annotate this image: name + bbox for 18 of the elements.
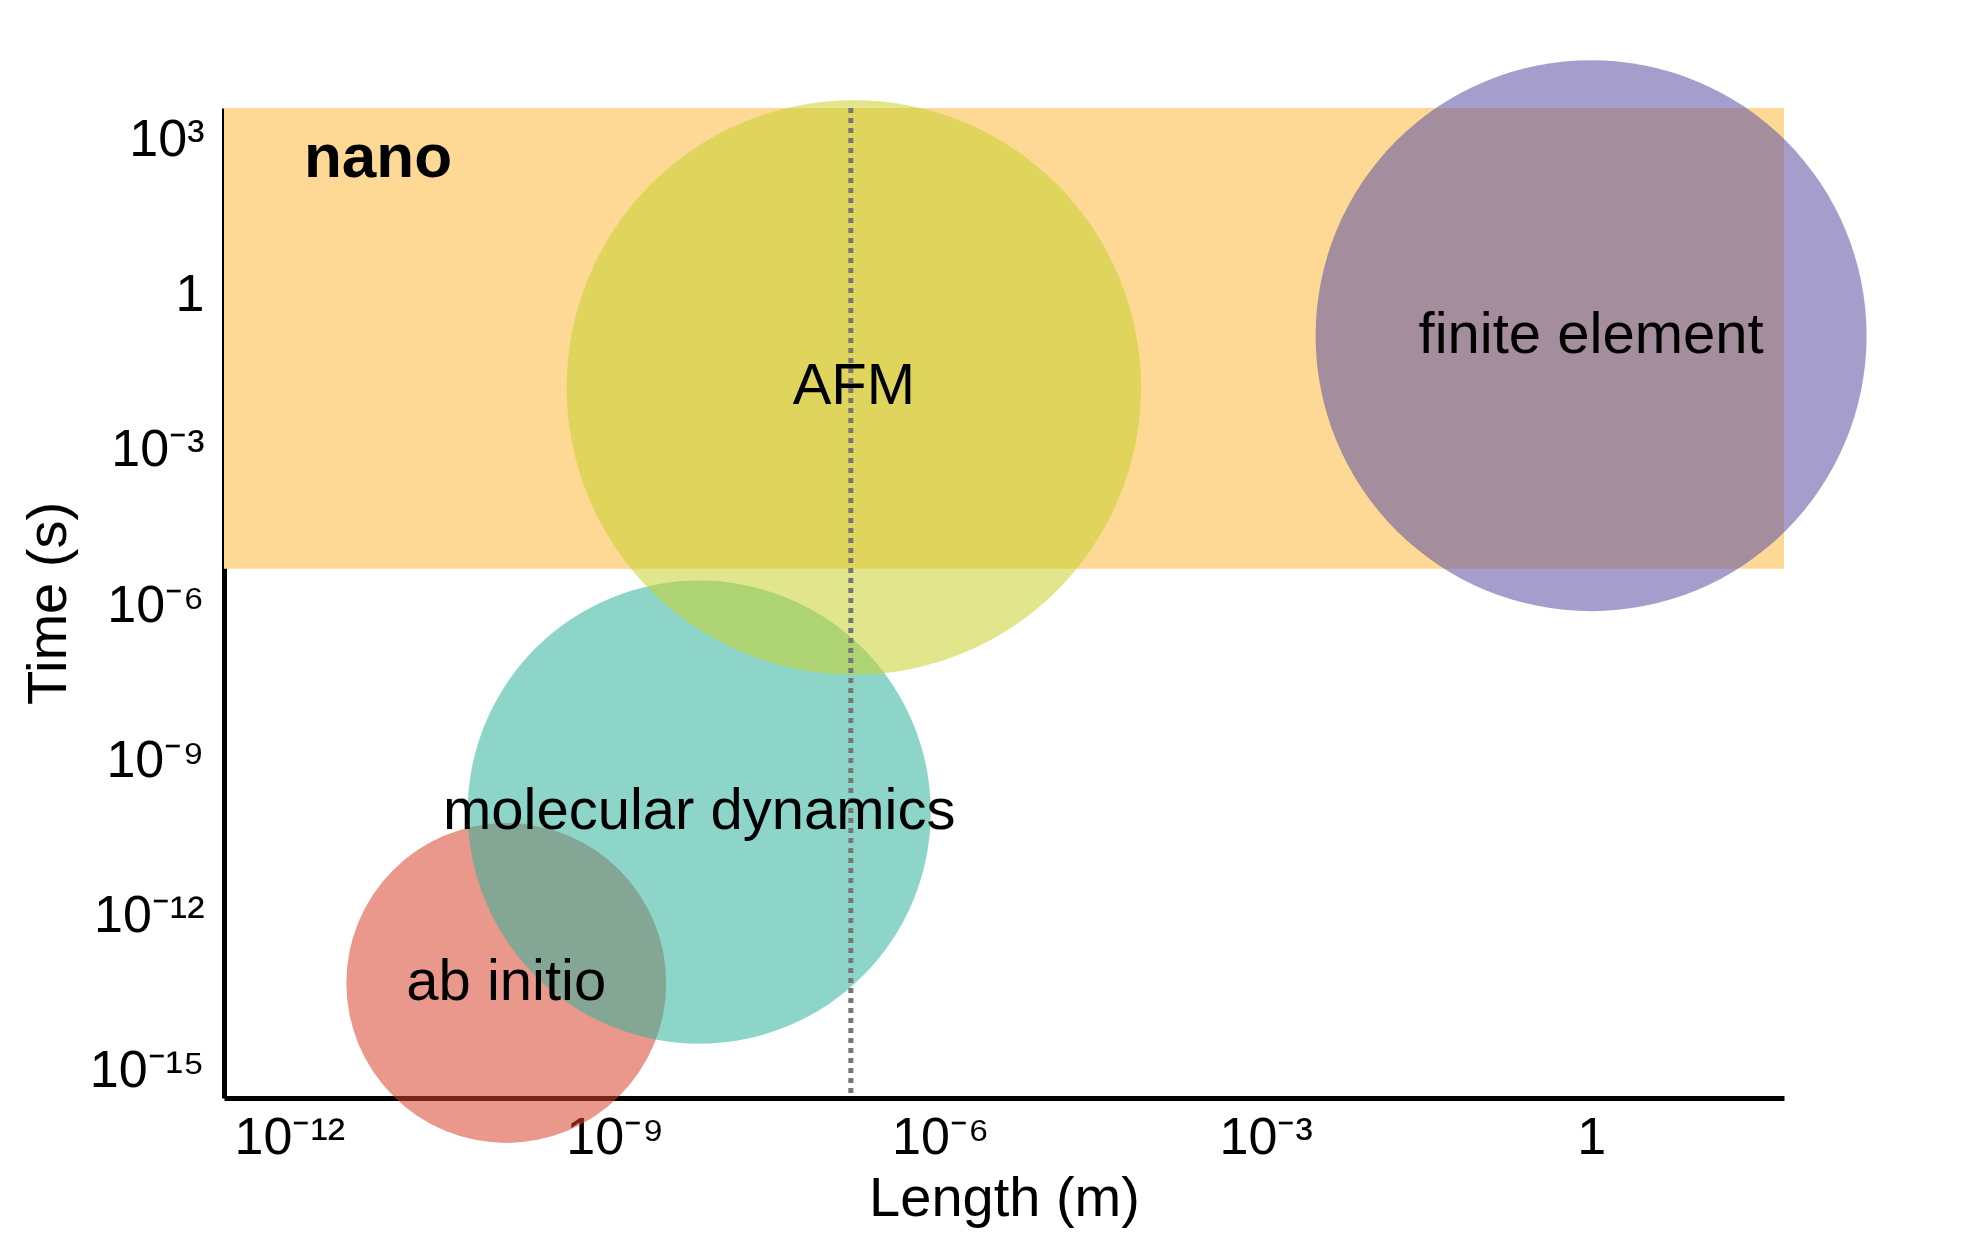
y-tick-label: 10⁻¹² xyxy=(94,885,205,944)
x-tick-label: 1 xyxy=(1577,1106,1607,1165)
y-tick-label: 1 xyxy=(175,263,205,322)
x-tick-label: 10⁻¹² xyxy=(234,1106,346,1165)
band-label: nano xyxy=(304,121,453,190)
series-label: finite element xyxy=(1418,299,1764,365)
y-tick-label: 10³ xyxy=(129,108,205,167)
series-label: molecular dynamics xyxy=(442,776,956,842)
x-tick-label: 10⁻³ xyxy=(1219,1106,1313,1165)
x-tick-label: 10⁻⁶ xyxy=(892,1106,990,1165)
series-label: AFM xyxy=(792,351,916,417)
y-axis-title: Time (s) xyxy=(14,501,78,706)
x-tick-label: 10⁻⁹ xyxy=(566,1106,665,1165)
y-tick-label: 10⁻⁶ xyxy=(107,574,205,633)
y-tick-label: 10⁻³ xyxy=(111,419,205,478)
x-axis-title: Length (m) xyxy=(869,1164,1140,1228)
y-tick-label: 10⁻⁹ xyxy=(106,729,205,788)
y-tick-label: 10⁻¹⁵ xyxy=(89,1040,205,1099)
